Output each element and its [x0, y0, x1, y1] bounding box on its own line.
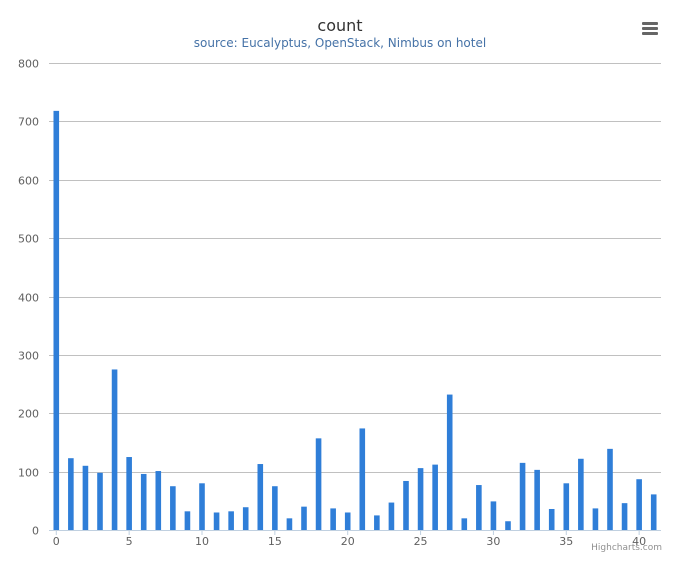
x-tick-label: 20	[341, 535, 355, 548]
bar[interactable]	[126, 457, 132, 530]
bar[interactable]	[213, 512, 220, 530]
bar[interactable]	[257, 464, 264, 530]
bar[interactable]	[301, 506, 307, 530]
grid-lines	[49, 63, 661, 473]
bar[interactable]	[446, 394, 453, 530]
bar[interactable]	[53, 110, 60, 531]
bar[interactable]	[578, 458, 584, 530]
bar[interactable]	[374, 515, 380, 530]
bar-series	[53, 110, 657, 531]
y-tick-label: 700	[18, 116, 39, 129]
bar[interactable]	[417, 468, 424, 530]
bar[interactable]	[563, 483, 570, 530]
bar[interactable]	[155, 471, 162, 530]
bar[interactable]	[344, 512, 351, 530]
bar[interactable]	[111, 369, 118, 530]
hamburger-menu-icon[interactable]	[640, 20, 660, 38]
y-tick-label: 600	[18, 175, 39, 188]
bar[interactable]	[490, 501, 497, 530]
bar[interactable]	[432, 464, 438, 530]
x-tick-label: 15	[268, 535, 282, 548]
bar[interactable]	[199, 483, 205, 530]
y-tick-label: 100	[18, 467, 39, 480]
bar[interactable]	[272, 486, 278, 530]
y-tick-label: 200	[18, 408, 39, 421]
bar[interactable]	[388, 502, 395, 530]
bar[interactable]	[476, 485, 482, 530]
bar[interactable]	[403, 480, 409, 530]
bar[interactable]	[228, 511, 234, 530]
bar[interactable]	[592, 508, 599, 530]
bar[interactable]	[97, 472, 103, 530]
chart-title: count	[317, 16, 363, 35]
x-tick-label: 0	[53, 535, 60, 548]
bar[interactable]	[170, 486, 176, 530]
bar[interactable]	[519, 462, 526, 530]
bar[interactable]	[68, 458, 74, 530]
menu-line	[642, 22, 658, 25]
bar[interactable]	[607, 448, 613, 530]
x-tick-label: 40	[632, 535, 646, 548]
y-tick-label: 500	[18, 233, 39, 246]
bar[interactable]	[359, 428, 366, 530]
bar[interactable]	[140, 473, 147, 530]
menu-line	[642, 32, 658, 35]
y-axis-ticks: 0 100 200 300 400 500 600 700 800	[18, 58, 39, 538]
bar[interactable]	[621, 503, 628, 530]
x-tick-label: 5	[126, 535, 133, 548]
bar[interactable]	[650, 494, 657, 530]
bar[interactable]	[636, 479, 642, 530]
x-axis-ticks: 0 5 10 15 20 25 30 35 40	[53, 530, 646, 548]
x-tick-label: 25	[414, 535, 428, 548]
x-tick-label: 30	[486, 535, 500, 548]
bar[interactable]	[534, 469, 540, 530]
bar[interactable]	[330, 508, 336, 530]
bar[interactable]	[461, 518, 468, 530]
bar[interactable]	[286, 518, 293, 530]
y-tick-label: 0	[32, 525, 39, 538]
bar[interactable]	[548, 508, 555, 530]
menu-line	[642, 27, 658, 30]
bar[interactable]	[242, 507, 249, 530]
y-tick-label: 800	[18, 58, 39, 71]
bar[interactable]	[505, 521, 511, 530]
x-tick-label: 35	[559, 535, 573, 548]
bar[interactable]	[315, 438, 322, 530]
x-tick-label: 10	[195, 535, 209, 548]
y-tick-label: 300	[18, 350, 39, 363]
bar[interactable]	[184, 511, 191, 530]
chart-subtitle: source: Eucalyptus, OpenStack, Nimbus on…	[193, 36, 487, 50]
credits-link[interactable]: Highcharts.com	[591, 543, 662, 553]
bar[interactable]	[82, 465, 89, 530]
y-tick-label: 400	[18, 292, 39, 305]
